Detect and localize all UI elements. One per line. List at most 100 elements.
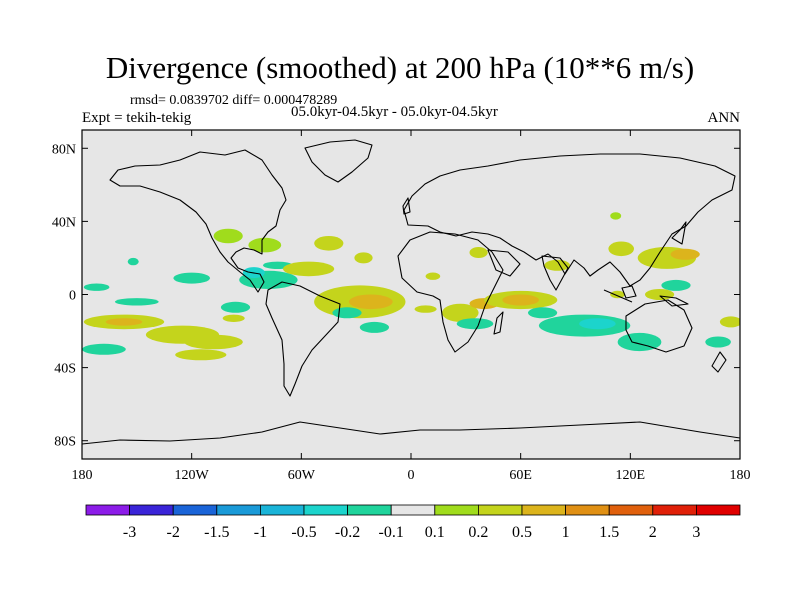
anomaly-blob-3 <box>184 334 243 350</box>
anomaly-blob-15 <box>283 261 335 277</box>
colorbar-label-10: 1 <box>562 524 570 541</box>
coastline-australia <box>625 299 693 353</box>
anomaly-blob-32 <box>528 307 558 319</box>
colorbar-label-6: -0.1 <box>379 524 404 541</box>
anomaly-blob-18 <box>220 301 251 313</box>
lat-axis: 80N 40N 0 40S 80S <box>52 142 740 450</box>
lon-label-2: 60W <box>288 468 316 483</box>
anomaly-blob-34 <box>579 318 616 330</box>
lon-label-3: 0 <box>408 468 415 483</box>
colorbar-box-4 <box>259 504 305 516</box>
anomaly-blob-39 <box>670 248 700 260</box>
anomaly-blob-17 <box>354 252 373 264</box>
lon-label-4: 60E <box>509 468 532 483</box>
colorbar-box-13 <box>652 504 697 516</box>
anomaly-blob-42 <box>645 289 675 300</box>
coastline-eurasia <box>403 153 736 287</box>
lat-label-3: 40S <box>54 362 76 377</box>
colorbar-box-12 <box>608 504 654 516</box>
coastline-india <box>541 255 569 291</box>
anomaly-blob-12 <box>213 228 243 244</box>
anomaly-blob-40 <box>661 279 691 291</box>
colorbar-box-3 <box>216 504 261 516</box>
lat-label-1: 40N <box>52 215 76 230</box>
coastline-africa <box>397 231 504 353</box>
anomaly-blob-13 <box>248 237 282 253</box>
anomaly-blob-22 <box>332 307 362 319</box>
anomaly-blob-6 <box>83 283 110 291</box>
colorbar-box-7 <box>390 504 436 516</box>
coastline-uk <box>402 197 411 215</box>
anomaly-blob-9 <box>175 349 227 361</box>
anomaly-blob-37 <box>608 241 634 257</box>
colorbar-box-6 <box>347 504 392 516</box>
anomaly-blob-27 <box>442 303 479 322</box>
anomaly-blob-16 <box>314 236 344 251</box>
colorbar-box-11 <box>565 504 610 516</box>
anomaly-blob-44 <box>705 336 731 348</box>
colorbar-label-2: -1.5 <box>204 524 229 541</box>
period-text: 05.0kyr-04.5kyr - 05.0kyr-04.5kyr <box>291 104 498 120</box>
colorbar-label-12: 2 <box>649 524 657 541</box>
anomaly-blob-23 <box>359 321 389 333</box>
anomaly-blob-19 <box>222 314 245 322</box>
lon-axis: 180 120W 60W 0 60E 120E 180 <box>72 130 751 483</box>
colorbar-box-0 <box>85 504 130 516</box>
coastline-japan <box>671 221 687 245</box>
anomaly-blob-30 <box>502 294 539 306</box>
chart-title: Divergence (smoothed) at 200 hPa (10**6 … <box>105 50 695 85</box>
colorbar-box-1 <box>129 504 174 516</box>
coastline-arabia <box>487 249 521 277</box>
colorbar-box-2 <box>172 504 218 516</box>
colorbar-label-3: -1 <box>254 524 267 541</box>
anomaly-blob-26 <box>469 247 488 258</box>
coastline-layer <box>82 139 740 445</box>
colorbar-label-5: -0.2 <box>335 524 360 541</box>
anomaly-blob-31 <box>456 318 494 330</box>
anomaly-blob-8 <box>127 257 139 266</box>
colorbar-box-14 <box>696 504 741 516</box>
anomaly-blob-21 <box>348 294 393 310</box>
lon-label-5: 120E <box>616 468 646 483</box>
colorbar-box-10 <box>521 504 566 516</box>
coastline-madagascar <box>493 311 504 335</box>
season-text: ANN <box>707 110 741 126</box>
lat-label-0: 80N <box>52 142 76 157</box>
lon-label-1: 120W <box>175 468 210 483</box>
colorbar-box-5 <box>303 504 348 516</box>
anomaly-blob-24 <box>414 305 437 313</box>
anomaly-layer <box>82 212 740 361</box>
anomaly-blob-25 <box>425 272 441 280</box>
colorbar-box-8 <box>434 504 479 516</box>
coastline-north-america <box>109 149 287 293</box>
colorbar-label-0: -3 <box>123 524 136 541</box>
coastline-new-zealand <box>711 351 727 373</box>
colorbar-label-13: 3 <box>692 524 700 541</box>
anomaly-blob-43 <box>719 316 740 328</box>
lon-label-6: 180 <box>730 468 751 483</box>
colorbar-label-7: 0.1 <box>425 524 445 541</box>
anomaly-blob-7 <box>82 343 126 355</box>
colorbar-label-8: 0.2 <box>468 524 488 541</box>
coastline-greenland <box>304 139 373 183</box>
lon-label-0: 180 <box>72 468 93 483</box>
anomaly-blob-1 <box>105 318 143 326</box>
experiment-text: Expt = tekih-tekig <box>82 110 192 126</box>
colorbar-label-4: -0.5 <box>291 524 316 541</box>
coastline-south-america <box>265 281 341 397</box>
anomaly-blob-45 <box>610 212 622 220</box>
anomaly-blob-5 <box>114 298 159 306</box>
colorbar-label-11: 1.5 <box>599 524 619 541</box>
anomaly-blob-41 <box>610 290 625 299</box>
colorbar: -3 -2 -1.5 -1 -0.5 -0.2 -0.1 0.1 0.2 0.5 1 1.5 2 3 <box>85 504 741 541</box>
anomaly-blob-4 <box>173 272 210 284</box>
lat-label-2: 0 <box>69 289 76 304</box>
colorbar-box-9 <box>477 504 523 516</box>
coastline-indonesia <box>603 285 689 307</box>
lat-label-4: 80S <box>54 435 76 450</box>
plot-background <box>82 130 740 459</box>
colorbar-label-1: -2 <box>167 524 180 541</box>
stats-text: rmsd= 0.0839702 diff= 0.000478289 <box>130 93 338 108</box>
coastline-antarctica <box>82 421 740 445</box>
